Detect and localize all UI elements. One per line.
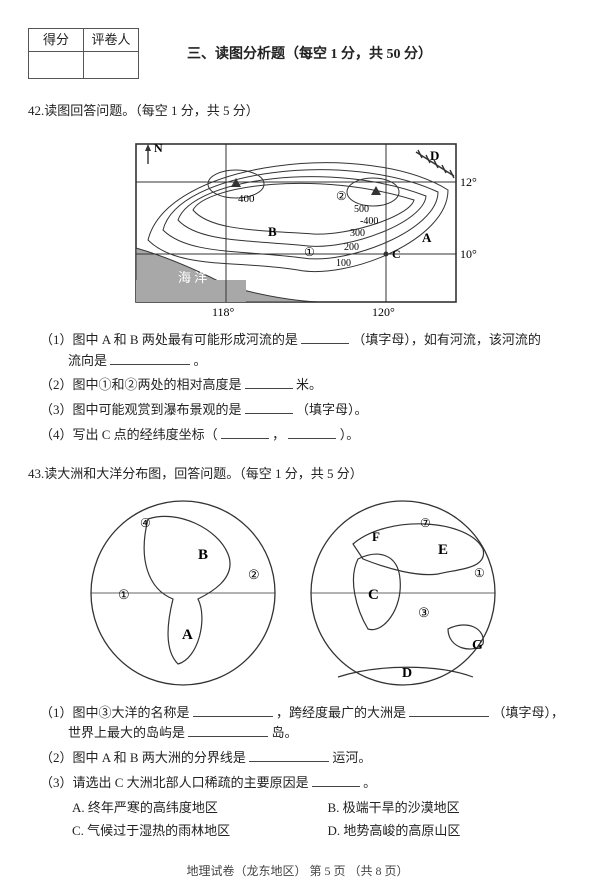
- question-43: 43.读大洲和大洋分布图，回答问题。（每空 1 分，共 5 分） ① ② ④ B…: [28, 464, 567, 842]
- q43-3: （3）请选出 C 大洲北部人口稀疏的主要原因是 。: [40, 773, 567, 794]
- q43-1-blank1: [193, 703, 273, 717]
- q43-1-blank2: [409, 703, 489, 717]
- label-A: A: [422, 230, 432, 245]
- label-C: C: [392, 247, 401, 261]
- lon-118: 118°: [212, 305, 235, 319]
- section-header: 得分 评卷人 三、读图分析题（每空 1 分，共 50 分）: [28, 28, 567, 83]
- e-G: G: [472, 638, 483, 653]
- q42-3-blank: [245, 400, 293, 414]
- q42-2b: 米。: [296, 377, 322, 392]
- e-m7: ⑦: [420, 516, 431, 530]
- q43-optA: A. 终年严寒的高纬度地区: [72, 798, 312, 819]
- q43-stem: 43.读大洲和大洋分布图，回答问题。（每空 1 分，共 5 分）: [28, 464, 567, 485]
- w-m2: ②: [248, 567, 260, 582]
- q42-4c: ）。: [340, 427, 360, 442]
- q42-3a: （3）图中可能观赏到瀑布景观的是: [40, 402, 242, 417]
- q43-optC: C. 气候过于湿热的雨林地区: [72, 821, 312, 842]
- q43-3-blank: [312, 773, 360, 787]
- score-th-marker: 评卷人: [84, 29, 139, 52]
- score-cell-marker: [84, 52, 139, 79]
- q42-2a: （2）图中①和②两处的相对高度是: [40, 377, 242, 392]
- q42-4a: （4）写出 C 点的经纬度坐标（: [40, 427, 218, 442]
- question-42: 42.读图回答问题。（每空 1 分，共 5 分）: [28, 101, 567, 446]
- q43-3a: （3）请选出 C 大洲北部人口稀疏的主要原因是: [40, 775, 309, 790]
- label-D: D: [430, 148, 439, 163]
- q42-3b: （填字母）。: [296, 402, 368, 417]
- q43-1: （1）图中③大洋的名称是 ，跨经度最广的大洲是 （填字母）， 世界上最大的岛屿是…: [40, 703, 567, 745]
- q43-1a: （1）图中③大洋的名称是: [40, 705, 190, 720]
- q43-2: （2）图中 A 和 B 两大洲的分界线是 运河。: [40, 748, 567, 769]
- iso-400: 400: [238, 193, 255, 205]
- q42-1d: 。: [194, 353, 207, 368]
- iso-300: 300: [350, 228, 365, 239]
- score-th-score: 得分: [29, 29, 84, 52]
- hemispheres-svg: ① ② ④ B A C: [78, 493, 518, 693]
- label-m1: ①: [304, 245, 315, 259]
- q42-1-blank2: [110, 351, 190, 365]
- q42-1-blank1: [301, 330, 349, 344]
- e-D: D: [402, 666, 412, 681]
- q42-3: （3）图中可能观赏到瀑布景观的是 （填字母）。: [40, 400, 567, 421]
- page-footer: 地理试卷（龙东地区） 第 5 页 （共 8 页）: [0, 862, 595, 881]
- iso-100: 100: [336, 258, 351, 269]
- q43-1b: ，跨经度最广的大洲是: [276, 705, 406, 720]
- e-m3: ③: [418, 605, 430, 620]
- q43-optD: D. 地势高峻的高原山区: [328, 821, 568, 842]
- lon-120: 120°: [372, 305, 395, 319]
- w-B: B: [198, 547, 208, 563]
- iso-400b: -400: [360, 216, 378, 227]
- q43-3-options: A. 终年严寒的高纬度地区 B. 极端干旱的沙漠地区 C. 气候过于湿热的雨林地…: [72, 798, 567, 842]
- q43-figure: ① ② ④ B A C: [28, 493, 567, 693]
- e-C: C: [368, 587, 379, 603]
- q42-stem: 42.读图回答问题。（每空 1 分，共 5 分）: [28, 101, 567, 122]
- q43-1e: 岛。: [272, 725, 298, 740]
- q43-optB: B. 极端干旱的沙漠地区: [328, 798, 568, 819]
- score-cell-score: [29, 52, 84, 79]
- iso-500: 500: [354, 204, 369, 215]
- q43-3b: 。: [363, 775, 376, 790]
- q42-4-blank2: [288, 425, 336, 439]
- ocean-label: 海 洋: [178, 270, 207, 285]
- q42-2-blank: [245, 375, 293, 389]
- q43-2b: 运河。: [332, 750, 371, 765]
- lat-12: 12°: [460, 175, 477, 189]
- q43-2-blank: [249, 748, 329, 762]
- e-F: F: [372, 529, 380, 544]
- north-label: N: [154, 141, 163, 155]
- q42-4b: ，: [272, 427, 285, 442]
- q43-1-blank3: [188, 723, 268, 737]
- q42-figure: N 海 洋 118° 120° 12° 10° 400 500 -400 300…: [28, 130, 567, 320]
- q42-4: （4）写出 C 点的经纬度坐标（ ， ）。: [40, 425, 567, 446]
- q43-2a: （2）图中 A 和 B 两大洲的分界线是: [40, 750, 246, 765]
- lat-10: 10°: [460, 247, 477, 261]
- q42-2: （2）图中①和②两处的相对高度是 米。: [40, 375, 567, 396]
- iso-200: 200: [344, 242, 359, 253]
- section-title: 三、读图分析题（每空 1 分，共 50 分）: [187, 44, 432, 66]
- w-m1: ①: [118, 587, 130, 602]
- score-table: 得分 评卷人: [28, 28, 139, 79]
- contour-map-svg: N 海 洋 118° 120° 12° 10° 400 500 -400 300…: [118, 130, 478, 320]
- q42-4-blank1: [221, 425, 269, 439]
- label-B: B: [268, 224, 277, 239]
- w-m4: ④: [140, 516, 151, 530]
- q42-1b: （填字母），如有河流，该河流的: [352, 332, 541, 347]
- label-m2: ②: [336, 189, 347, 203]
- q42-1a: （1）图中 A 和 B 两处最有可能形成河流的是: [40, 332, 298, 347]
- e-m1: ①: [474, 566, 485, 580]
- q43-1c: （填字母），: [493, 705, 565, 720]
- q42-1: （1）图中 A 和 B 两处最有可能形成河流的是 （填字母），如有河流，该河流的…: [40, 330, 567, 372]
- w-A: A: [182, 627, 193, 643]
- q42-1c: 流向是: [68, 353, 107, 368]
- e-E: E: [438, 542, 448, 558]
- q43-1d: 世界上最大的岛屿是: [68, 725, 185, 740]
